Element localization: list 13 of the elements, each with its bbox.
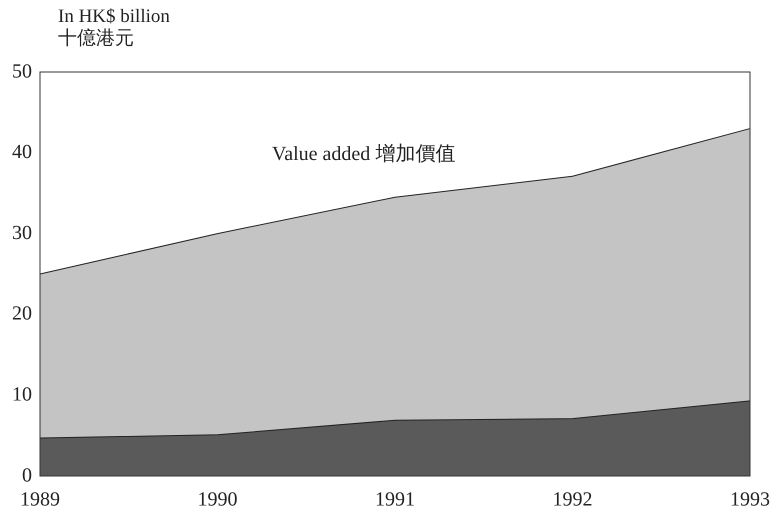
x-tick-label: 1992 xyxy=(552,488,592,510)
x-tick-label: 1993 xyxy=(730,488,770,510)
y-tick-label: 20 xyxy=(12,302,32,325)
x-tick-label: 1990 xyxy=(198,488,238,510)
y-tick-label: 10 xyxy=(12,383,32,406)
y-tick-label: 30 xyxy=(12,222,32,244)
annotation: Value added 增加價值 xyxy=(272,142,456,167)
y-axis-title: In HK$ billion 十億港元 xyxy=(58,6,170,50)
y-tick-label: 50 xyxy=(12,60,32,82)
x-tick-label: 1991 xyxy=(375,488,415,510)
x-tick-label: 1989 xyxy=(20,488,60,510)
y-tick-label: 0 xyxy=(22,464,32,486)
y-tick-label: 40 xyxy=(12,141,32,164)
